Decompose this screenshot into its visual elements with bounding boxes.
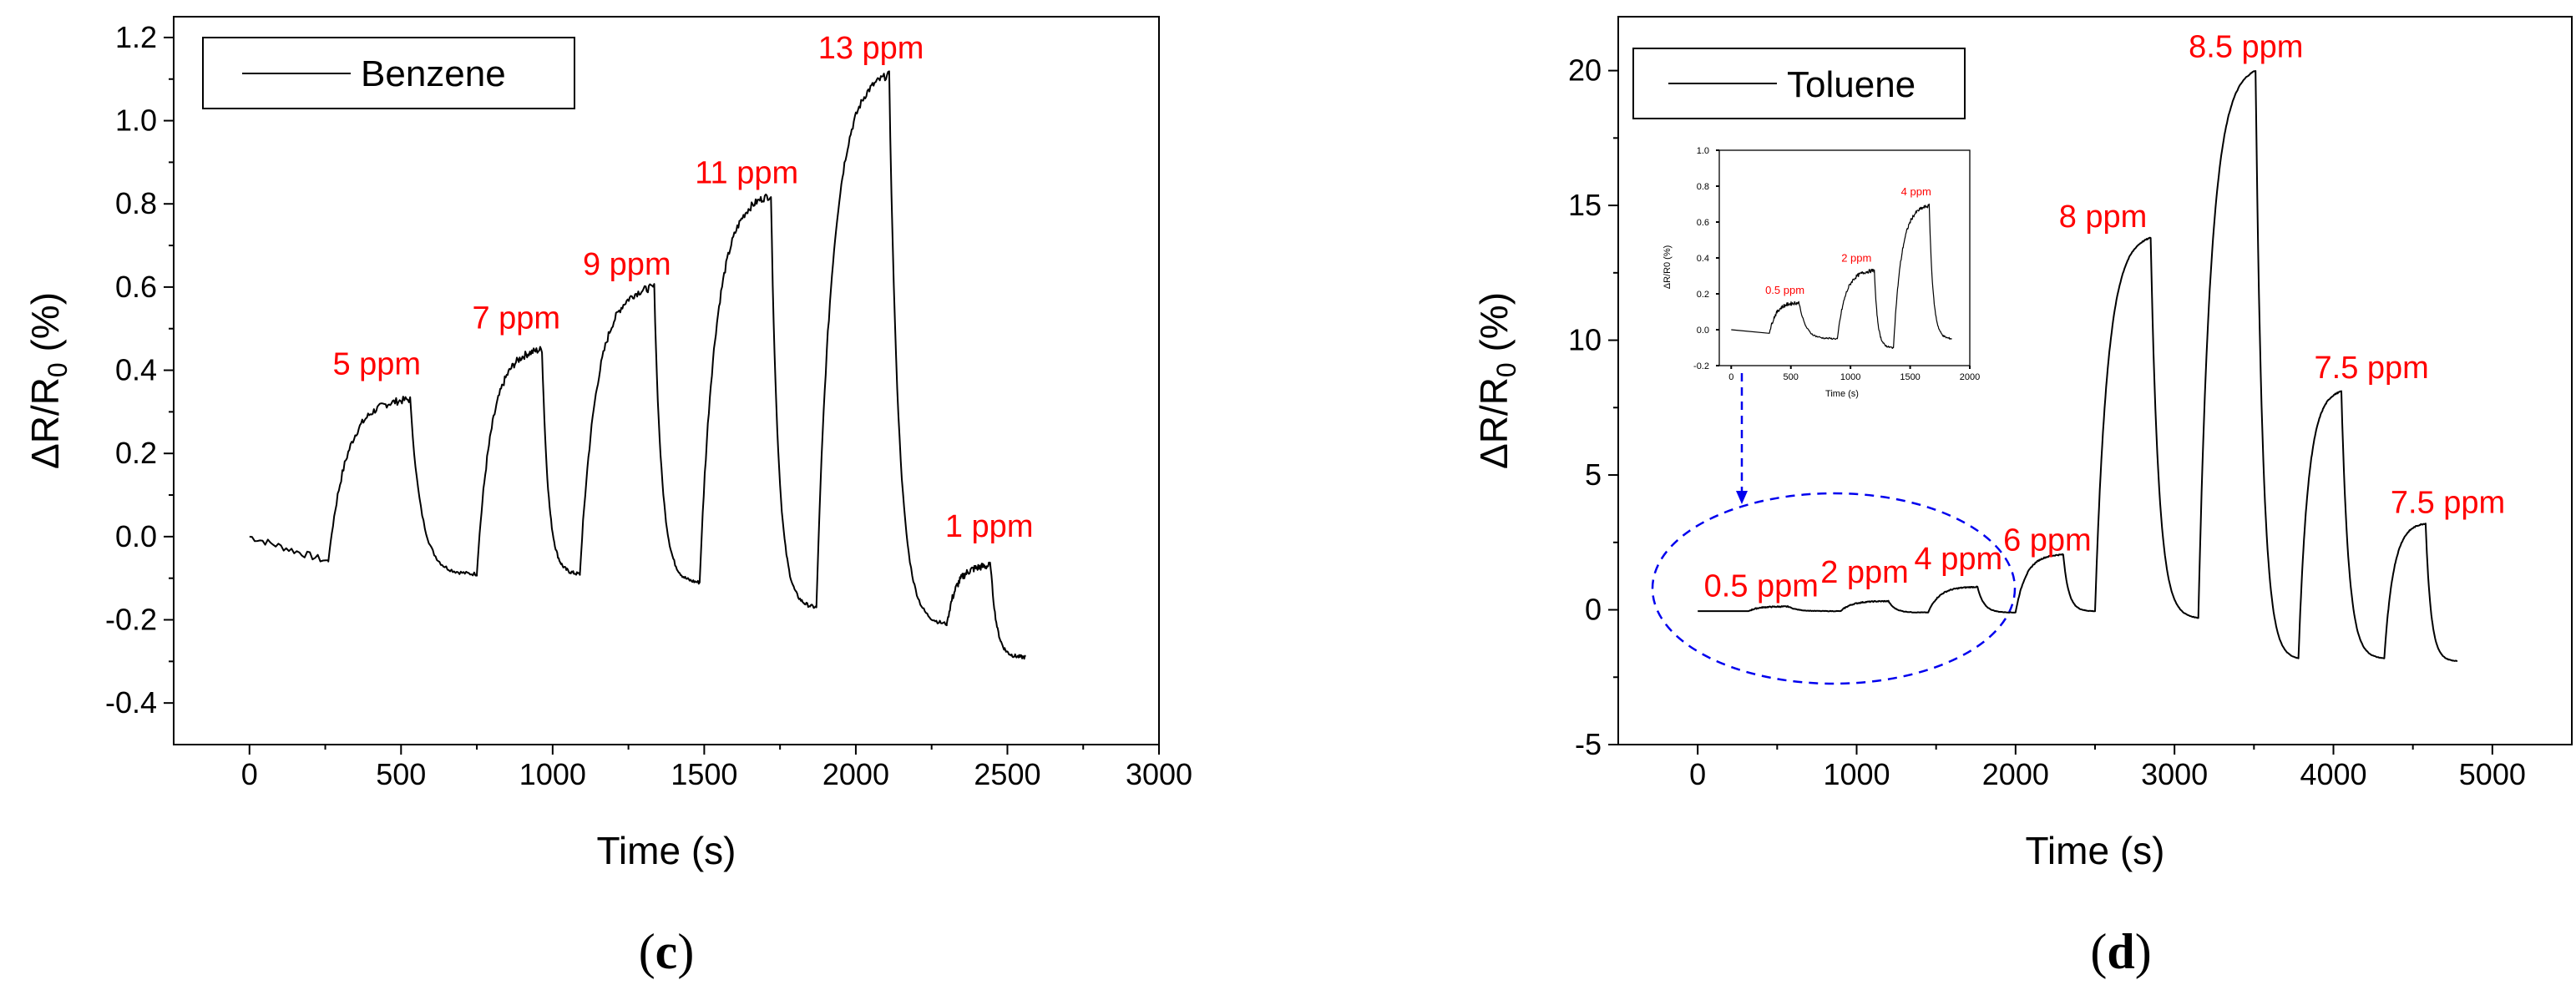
y-label-sub: 0 [1491,362,1521,377]
data-label: 4 ppm [1915,542,2003,577]
data-label: 0.5 ppm [1765,284,1804,296]
data-label: 2 ppm [1820,555,1909,590]
series-line [1698,70,2458,662]
y-tick-label: -5 [1575,727,1602,761]
data-label: 7 ppm [472,301,560,336]
y-tick-label: 0.2 [115,436,157,470]
x-tick-label: 1500 [671,757,737,791]
x-tick-label: 3000 [1126,757,1192,791]
x-tick-label: 5000 [2459,757,2526,791]
y-tick-label: 10 [1568,323,1602,357]
y-tick-label: 1.2 [115,20,157,54]
y-tick-label: -0.4 [105,685,157,720]
inset-series [1731,203,1952,349]
inset-x-label: Time (s) [1825,389,1859,399]
x-tick-label: 4000 [2300,757,2366,791]
x-axis-label: Time (s) [597,829,736,872]
y-tick-label: 0.8 [115,186,157,220]
data-label: 6 ppm [2003,523,2092,558]
series-line [1731,203,1952,349]
y-label-main: ΔR/R [1472,377,1516,469]
y-label-unit: (%) [23,292,67,362]
y-tick-label: -0.2 [105,603,157,637]
data-label: 5 ppm [332,347,421,382]
y-tick-label: 15 [1568,188,1602,222]
legend: Benzene [202,37,575,109]
data-label: 11 ppm [695,155,798,190]
y-tick-label: 0.2 [1697,290,1709,300]
inset-annotations: 0.5 ppm 2 ppm 4 ppm [1765,185,1931,296]
x-tick-label: 1000 [1840,372,1860,382]
x-tick-label: 2000 [822,757,889,791]
y-tick-label: 0.0 [115,519,157,553]
inset-ticks: 0 500 1000 1500 2000 -0.2 0.0 0.2 0.4 0.6 0.8 1.0 [1693,146,1980,382]
inset-chart: 0 500 1000 1500 2000 -0.2 0.0 0.2 0.4 0.6 0.8 1.0 0… [1663,146,1980,399]
zoom-arrowhead [1736,491,1748,504]
data-label: 13 ppm [818,31,924,66]
y-tick-label: 0.4 [1697,254,1709,264]
y-tick-label: 0.6 [1697,218,1709,228]
y-label-sub: 0 [43,362,73,377]
legend-label: Toluene [1787,64,1916,105]
inset-background [1690,149,1974,371]
x-tick-label: 3000 [2141,757,2208,791]
y-tick-label: 0 [1585,593,1602,627]
y-tick-label: 1.0 [1697,146,1709,156]
y-tick-label: 0.8 [1697,182,1709,192]
y-label-unit: (%) [1472,292,1516,362]
data-label: 1 ppm [945,509,1034,544]
data-label: 8.5 ppm [2189,29,2303,64]
y-tick-label: 0.0 [1697,326,1709,336]
y-axis-label: ΔR/R0 (%) [23,292,73,469]
chart-benzene: 0 500 1000 1500 2000 2500 3000 -0.4 -0.2 0.0 0.2 0.… [23,16,1192,979]
x-tick-label: 2000 [1982,757,2049,791]
data-label: 9 ppm [583,247,671,282]
data-label: 7.5 ppm [2315,351,2429,386]
x-axis-label: Time (s) [2026,829,2165,872]
series-toluene [1698,70,2458,662]
x-tick-label: 1500 [1900,372,1920,382]
x-tick-label: 0 [1728,372,1733,382]
axis-ticks: 0 500 1000 1500 2000 2500 3000 -0.4 -0.2 0.0 0.2 0.… [105,20,1192,791]
y-tick-label: 20 [1568,53,1602,88]
y-tick-label: 1.0 [115,104,157,138]
legend-label: Benzene [361,53,506,94]
data-label: 4 ppm [1901,185,1931,198]
svg-text:ΔR/R0 (%): ΔR/R0 (%) [23,292,73,469]
data-label: 7.5 ppm [2391,485,2505,520]
panel-label-c: (c) [639,924,695,979]
annotations: 5 ppm 7 ppm 9 ppm 11 ppm 13 ppm 1 ppm [332,31,1033,544]
y-tick-label: 0.6 [115,270,157,304]
plot-frame [173,16,1160,745]
y-axis-label: ΔR/R0 (%) [1472,292,1521,469]
zoom-ellipse [1651,492,2017,685]
legend: Toluene [1632,48,1966,119]
data-label: 2 ppm [1841,251,1871,264]
y-tick-label: -0.2 [1693,361,1709,371]
x-tick-label: 1000 [519,757,586,791]
x-tick-label: 0 [241,757,258,791]
x-tick-label: 2000 [1960,372,1980,382]
svg-text:ΔR/R0 (%): ΔR/R0 (%) [1472,292,1521,469]
y-tick-label: 5 [1585,457,1602,492]
x-tick-label: 500 [1784,372,1799,382]
series-benzene [249,70,1026,660]
y-tick-label: 0.4 [115,353,157,387]
data-label: 8 ppm [2059,200,2148,235]
x-tick-label: 500 [376,757,426,791]
x-tick-label: 1000 [1823,757,1890,791]
series-line [249,70,1026,660]
panel-label-d: (d) [2090,924,2151,979]
inset-y-label: ΔR/R0 (%) [1663,245,1673,290]
data-label: 0.5 ppm [1704,568,1819,604]
x-tick-label: 2500 [974,757,1040,791]
y-label-main: ΔR/R [23,377,67,469]
x-tick-label: 0 [1689,757,1706,791]
